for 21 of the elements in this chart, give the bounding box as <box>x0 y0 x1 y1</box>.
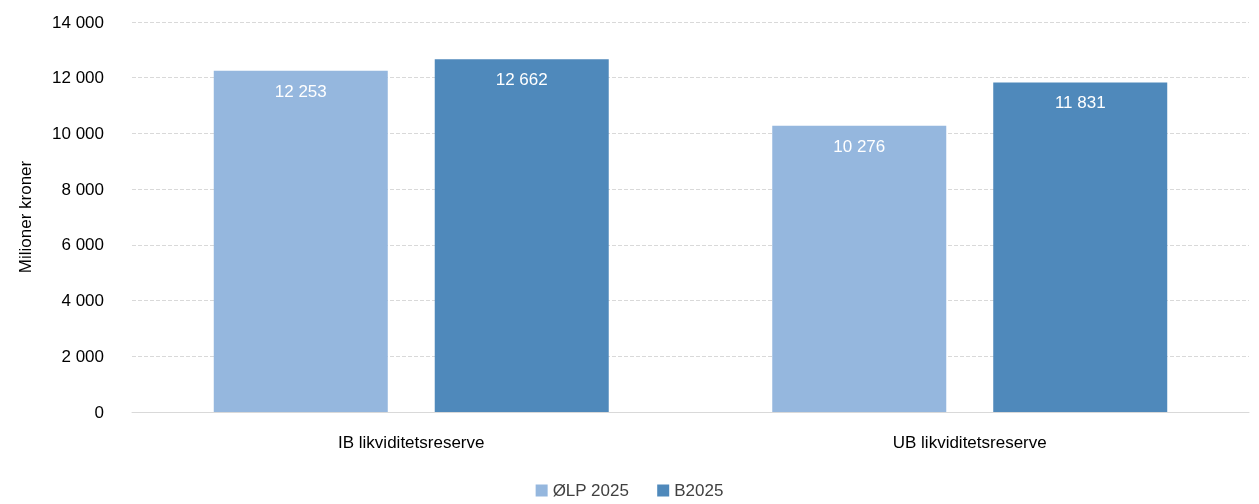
bar <box>993 82 1168 412</box>
data-label: 12 253 <box>274 81 327 101</box>
y-tick-label: 6 000 <box>61 235 104 255</box>
x-tick-label: UB likviditetsreserve <box>892 433 1047 452</box>
legend-label: ØLP 2025 <box>552 481 629 500</box>
y-tick-label: 8 000 <box>61 179 104 199</box>
bar <box>434 59 609 412</box>
y-axis-title: Milioner kroner <box>16 160 35 274</box>
y-tick-label: 0 <box>94 402 104 422</box>
y-tick-label: 2 000 <box>61 346 104 366</box>
data-label: 10 276 <box>833 136 886 156</box>
bar <box>772 125 947 412</box>
bar <box>213 70 388 412</box>
y-tick-label: 4 000 <box>61 291 104 311</box>
legend-label: B2025 <box>674 481 724 500</box>
y-tick-label: 10 000 <box>52 123 104 143</box>
data-label: 11 831 <box>1054 93 1106 113</box>
x-tick-label: IB likviditetsreserve <box>338 433 485 452</box>
y-tick-label: 12 000 <box>52 68 104 88</box>
y-tick-label: 14 000 <box>52 12 104 32</box>
data-label: 12 662 <box>495 70 548 90</box>
